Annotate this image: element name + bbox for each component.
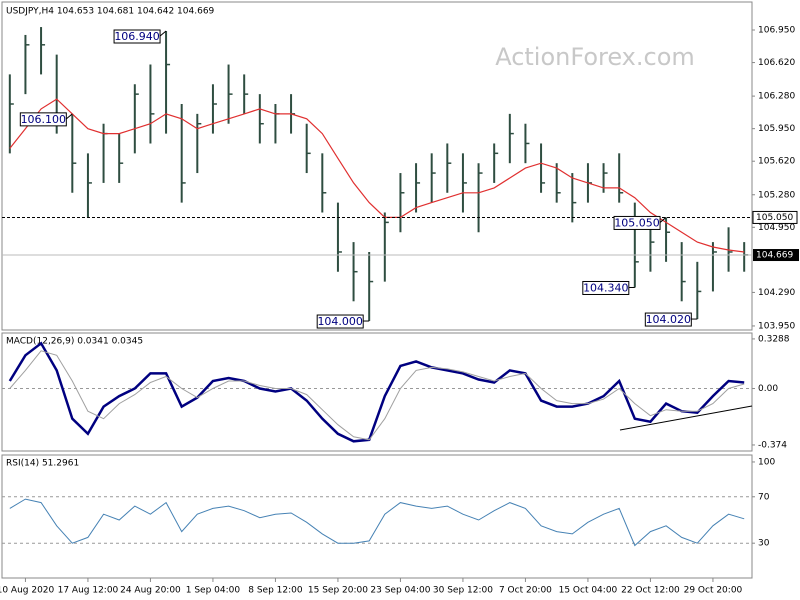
y-tick-label: 104.950 [758, 223, 795, 233]
annotation-leader [159, 30, 167, 37]
rsi-panel [1, 454, 753, 579]
x-tick-label: 30 Sep 12:00 [433, 586, 493, 596]
x-tick-label: 15 Sep 20:00 [308, 586, 368, 596]
x-tick-label: 29 Oct 20:00 [684, 586, 743, 596]
annotation-box [113, 29, 161, 44]
x-tick-label: 10 Aug 2020 [0, 586, 55, 596]
annotation-label: 106.100 [21, 113, 67, 126]
x-tick-label: 22 Oct 12:00 [621, 586, 680, 596]
annotation-leader [659, 217, 667, 223]
y-tick-label: 105.280 [758, 190, 795, 200]
y-tick-label: 0.3288 [758, 334, 790, 344]
y-tick-label: 105.950 [758, 124, 795, 134]
y-tick-label: 104.290 [758, 288, 795, 298]
annotation-label: 104.000 [317, 315, 363, 328]
annotation-label: 105.050 [614, 216, 660, 229]
y-tick-label: 0.00 [758, 384, 778, 394]
y-tick-label: -0.374 [758, 440, 787, 450]
level-label: 105.050 [756, 213, 793, 223]
header: USDJPY,H4 104.653 104.681 104.642 104.66… [6, 7, 215, 17]
price-panel [1, 1, 753, 331]
series-line [9, 98, 745, 253]
x-tick-label: 15 Oct 04:00 [559, 586, 618, 596]
annotation-leader [65, 113, 73, 120]
x-tick-label: 1 Sep 04:00 [186, 586, 241, 596]
series-line [9, 498, 745, 547]
level-box [752, 210, 798, 224]
annotation-label: 106.940 [114, 30, 160, 43]
y-tick-label: 70 [758, 492, 770, 502]
watermark: ActionForex.com [495, 43, 695, 71]
series-line [9, 350, 745, 441]
macd-title: MACD(12,26,9) 0.0341 0.0345 [6, 337, 143, 347]
x-tick-label: 8 Sep 12:00 [248, 586, 303, 596]
annotation-box [644, 312, 692, 327]
rsi-title: RSI(14) 51.2961 [6, 459, 79, 469]
macd-panel [1, 332, 753, 452]
last-price-label: 104.669 [756, 251, 793, 261]
y-tick-label: 100 [758, 457, 775, 467]
y-tick-label: 106.280 [758, 92, 795, 102]
x-tick-label: 24 Aug 20:00 [120, 586, 181, 596]
x-tick-label: 7 Oct 20:00 [499, 586, 552, 596]
y-tick-label: 106.620 [758, 58, 795, 68]
last-price-box [753, 249, 799, 262]
annotation-box [582, 280, 630, 295]
annotation-label: 104.020 [646, 313, 692, 326]
annotation-box [613, 215, 661, 230]
annotation-box [19, 112, 67, 127]
trend-line [619, 405, 753, 431]
y-tick-label: 30 [758, 539, 770, 549]
annotation-label: 104.340 [583, 281, 629, 294]
y-tick-label: 106.950 [758, 26, 795, 36]
series-line [8, 341, 745, 443]
y-tick-label: 105.620 [758, 157, 795, 167]
x-tick-label: 23 Sep 04:00 [370, 586, 430, 596]
y-tick-label: 103.950 [758, 321, 795, 331]
annotation-box [316, 314, 364, 329]
x-tick-label: 17 Aug 12:00 [58, 586, 119, 596]
